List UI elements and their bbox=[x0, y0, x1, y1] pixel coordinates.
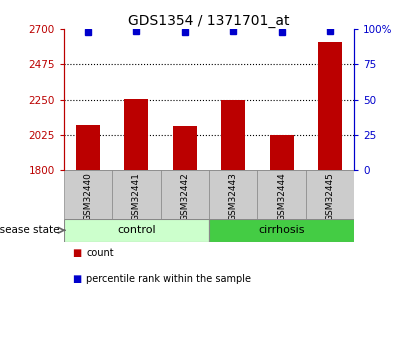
Bar bbox=[318, 42, 342, 170]
Text: GSM32441: GSM32441 bbox=[132, 172, 141, 221]
Bar bbox=[161, 170, 209, 219]
Bar bbox=[306, 170, 354, 219]
Title: GDS1354 / 1371701_at: GDS1354 / 1371701_at bbox=[128, 14, 290, 28]
Text: control: control bbox=[117, 225, 156, 235]
Bar bbox=[173, 126, 197, 170]
Bar bbox=[209, 219, 354, 242]
Text: GSM32444: GSM32444 bbox=[277, 172, 286, 221]
Bar bbox=[270, 136, 294, 170]
Bar bbox=[221, 100, 245, 170]
Text: disease state: disease state bbox=[0, 225, 60, 235]
Bar bbox=[64, 219, 209, 242]
Text: GSM32442: GSM32442 bbox=[180, 172, 189, 221]
Bar bbox=[257, 170, 306, 219]
Text: ■: ■ bbox=[72, 274, 81, 284]
Text: GSM32445: GSM32445 bbox=[326, 172, 335, 221]
Bar bbox=[64, 170, 112, 219]
Text: percentile rank within the sample: percentile rank within the sample bbox=[86, 274, 251, 284]
Text: GSM32440: GSM32440 bbox=[83, 172, 92, 221]
Text: ■: ■ bbox=[72, 248, 81, 258]
Text: count: count bbox=[86, 248, 114, 258]
Text: cirrhosis: cirrhosis bbox=[259, 225, 305, 235]
Bar bbox=[112, 170, 161, 219]
Bar bbox=[76, 125, 100, 170]
Bar bbox=[209, 170, 257, 219]
Bar bbox=[124, 99, 148, 170]
Text: GSM32443: GSM32443 bbox=[229, 172, 238, 221]
